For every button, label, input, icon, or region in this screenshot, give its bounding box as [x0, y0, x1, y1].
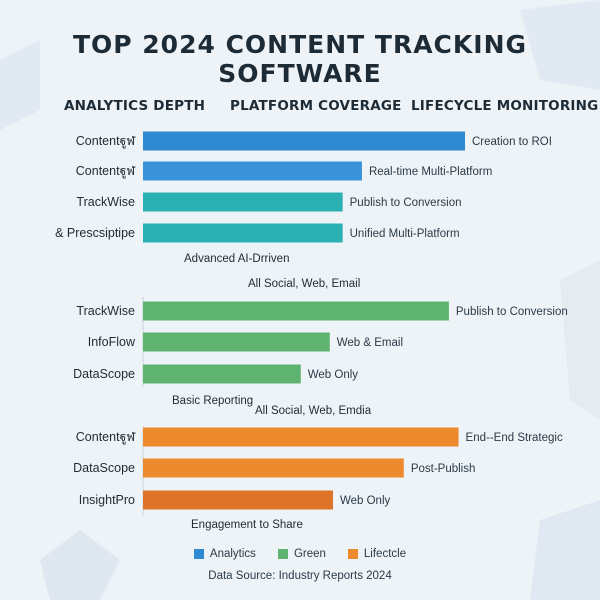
- bar-annotation: Web & Email: [337, 337, 403, 349]
- bar-annotation: Publish to Conversion: [350, 197, 462, 209]
- bar-annotation: Post-Publish: [411, 463, 476, 475]
- legend: Analytics Green Lifectcle: [0, 548, 600, 560]
- legend-item-green: Green: [277, 548, 326, 560]
- legend-label-analytics: Analytics: [209, 548, 256, 560]
- group-note: All Social, Web, Email: [248, 278, 360, 290]
- bar-annotation: Creation to ROI: [472, 136, 552, 148]
- bar: [143, 131, 465, 151]
- bar: [143, 192, 343, 212]
- bar-annotation: End--End Strategic: [466, 432, 563, 444]
- bar-category-label: Contentฐูฬ: [76, 164, 136, 179]
- bar: [143, 161, 362, 181]
- bar-category-label: InsightPro: [79, 493, 135, 507]
- bar-category-label: Contentฐูฬ: [76, 134, 136, 149]
- bar: [143, 332, 330, 352]
- column-header-platform-coverage: PLATFORM COVERAGE: [230, 98, 402, 114]
- chart-title: TOP 2024 CONTENT TRACKING SOFTWARE: [72, 30, 528, 88]
- bar-category-label: TrackWise: [76, 304, 135, 318]
- legend-swatch-green: [277, 549, 288, 559]
- column-header-analytics-depth: ANALYTICS DEPTH: [64, 98, 206, 114]
- data-source-note: Data Source: Industry Reports 2024: [208, 570, 392, 582]
- bar: [143, 458, 404, 478]
- column-header-lifecycle-monitoring: LIFECYCLE MONITORING: [411, 98, 599, 114]
- bar: [143, 223, 343, 243]
- bar: [143, 301, 449, 321]
- legend-item-lifecycle: Lifectcle: [347, 548, 407, 560]
- bar-annotation: Unified Multi-Platform: [350, 228, 460, 240]
- legend-swatch-analytics: [193, 549, 204, 559]
- bar-category-label: DataScope: [73, 461, 135, 475]
- bar-category-label: TrackWise: [76, 195, 135, 209]
- bar-category-label: DataScope: [73, 367, 135, 381]
- group-note: Basic Reporting: [172, 395, 253, 407]
- bar-annotation: Publish to Conversion: [456, 306, 568, 318]
- legend-item-analytics: Analytics: [193, 548, 256, 560]
- bar-annotation: Real-time Multi-Platform: [369, 166, 492, 178]
- legend-swatch-lifecycle: [347, 549, 358, 559]
- bar: [143, 427, 459, 447]
- bar: [143, 364, 301, 384]
- bar-annotation: Web Only: [340, 495, 391, 507]
- group-note: Engagement to Share: [191, 519, 303, 531]
- bar: [143, 490, 333, 510]
- bar-category-label: & Prescsiptipe: [55, 226, 135, 240]
- group-note: All Social, Web, Emdia: [255, 405, 372, 417]
- bar-category-label: Contentฐูฬ: [76, 430, 136, 445]
- legend-label-lifecycle: Lifectcle: [363, 548, 407, 560]
- legend-label-green: Green: [293, 548, 326, 560]
- bar-category-label: InfoFlow: [88, 335, 136, 349]
- group-note: Advanced AI-Drriven: [184, 253, 289, 265]
- bar-annotation: Web Only: [308, 369, 359, 381]
